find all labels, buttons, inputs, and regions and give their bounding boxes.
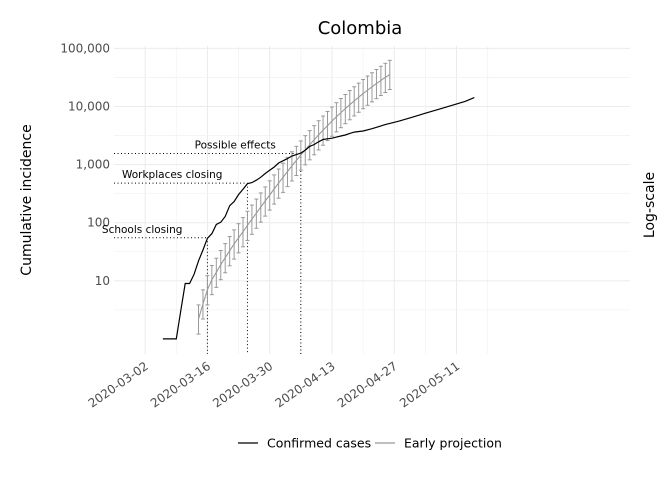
x-tick-label: 2020-05-11: [397, 359, 462, 410]
x-tick-label: 2020-04-27: [335, 359, 400, 410]
legend-label: Early projection: [404, 436, 502, 451]
y-tick-label: 10,000: [68, 100, 110, 114]
x-tick-label: 2020-03-02: [86, 359, 151, 410]
y-tick-label: 100,000: [60, 41, 110, 55]
x-tick-label: 2020-03-16: [148, 359, 213, 410]
x-axis: 2020-03-022020-03-162020-03-302020-04-13…: [86, 359, 463, 410]
annotations: Schools closing Workplaces closing Possibl…: [102, 140, 302, 354]
y-axis: 10 100 1,000 10,000 100,000: [60, 41, 110, 287]
x-tick-label: 2020-04-13: [273, 359, 338, 410]
projection-line: [197, 74, 391, 320]
annotation-label: Workplaces closing: [122, 169, 222, 181]
confirmed-series: [162, 97, 475, 340]
projection-series: [196, 59, 392, 335]
y-tick-label: 100: [87, 216, 110, 230]
chart-title: Colombia: [318, 18, 403, 39]
grid: [114, 46, 630, 354]
scale-label: Log-scale: [642, 172, 658, 238]
confirmed-line: [162, 97, 475, 340]
legend: Confirmed cases Early projection: [238, 436, 502, 451]
annotation-label: Possible effects: [195, 140, 276, 152]
y-tick-label: 1,000: [76, 158, 110, 172]
legend-label: Confirmed cases: [267, 436, 371, 451]
y-axis-label: Cumulative incidence: [19, 124, 35, 275]
y-tick-label: 10: [95, 274, 110, 288]
x-tick-label: 2020-03-30: [210, 359, 275, 410]
annotation-label: Schools closing: [102, 224, 183, 236]
